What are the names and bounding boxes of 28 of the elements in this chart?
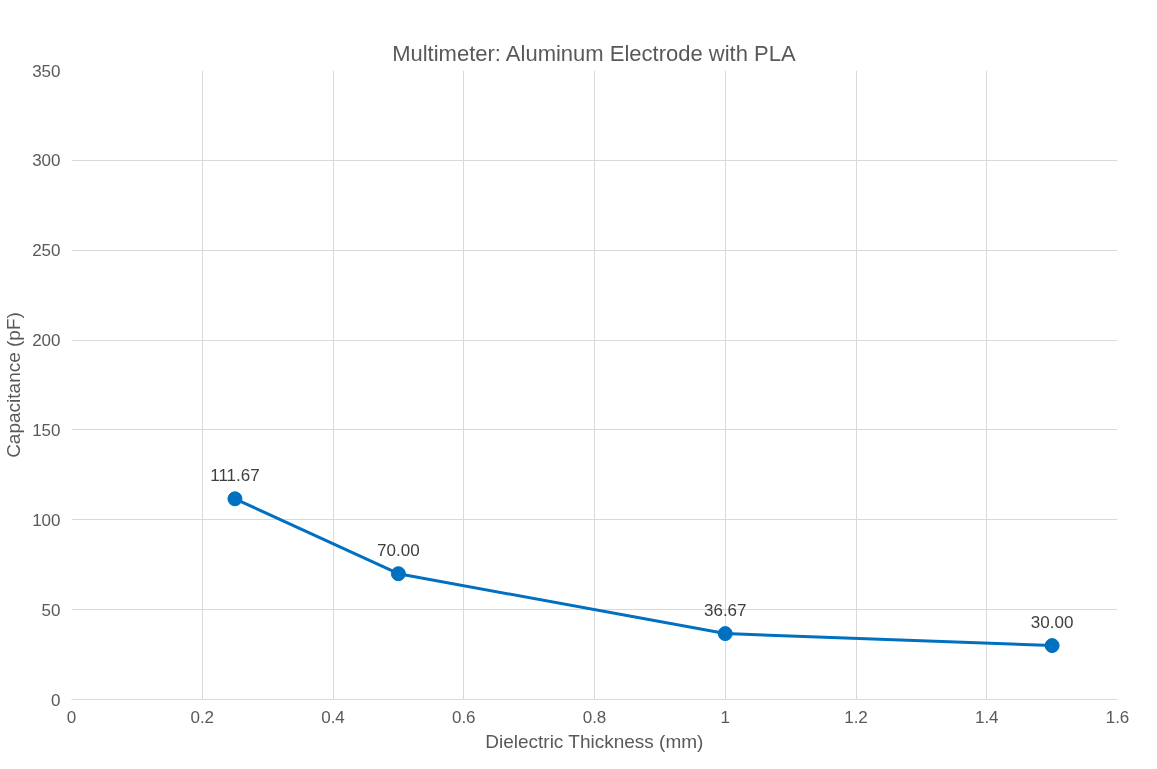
x-tick-label: 0.2 [190,707,215,727]
x-tick-label: 0 [66,707,77,727]
x-tick-label: 0.8 [582,707,607,727]
x-tick-label: 0.6 [451,707,476,727]
y-tick-label: 50 [41,600,61,620]
point [227,491,243,507]
point [717,626,733,642]
x-tick-label: 1.4 [974,707,999,727]
y-tick-label: 300 [32,151,61,171]
y-tick-label: 100 [32,510,61,530]
x-tick-label: 1 [720,707,730,727]
y-axis-title: Capacitance (pF) [3,312,25,458]
x-tick-label: 0.4 [321,707,345,727]
point [1044,638,1060,654]
chart-title: Multimeter: Aluminum Electrode with PLA [392,40,796,66]
y-tick-label: 150 [32,420,61,440]
data-label: 70.00 [377,540,420,560]
y-tick-label: 250 [32,241,61,261]
x-axis-title: Dielectric Thickness (mm) [485,730,704,752]
point [390,566,406,582]
x-tick-label: 1.2 [844,707,868,727]
data-label: 30.00 [1030,612,1074,632]
data-label: 111.67 [210,465,260,485]
y-tick-label: 200 [32,331,61,351]
x-tick-label: 1.6 [1105,707,1130,727]
y-tick-label: 350 [32,61,61,81]
y-tick-label: 0 [51,690,61,710]
data-label: 36.67 [703,600,747,620]
